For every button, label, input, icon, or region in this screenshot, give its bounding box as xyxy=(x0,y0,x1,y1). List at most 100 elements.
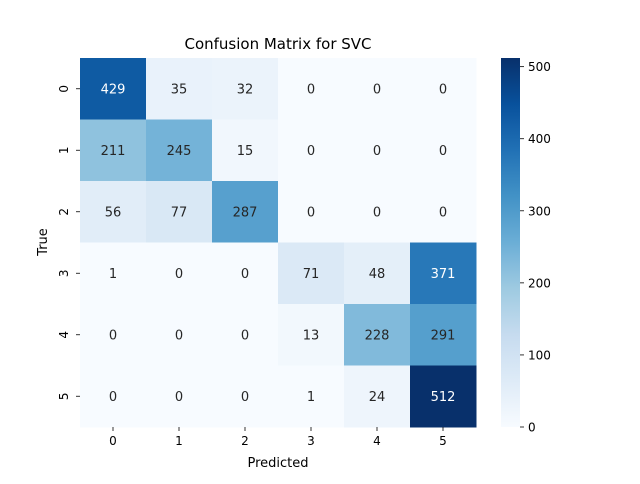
heatmap-cell xyxy=(344,304,411,366)
heatmap-cell xyxy=(146,181,213,243)
cell-value-label: 0 xyxy=(241,328,249,343)
heatmap-cell xyxy=(212,119,279,182)
heatmap-cell xyxy=(278,304,345,366)
cell-value-label: 13 xyxy=(303,328,320,343)
cell-value-label: 0 xyxy=(439,144,447,159)
heatmap-cell xyxy=(278,119,345,182)
heatmap-cell xyxy=(212,181,279,243)
y-tick-label: 1 xyxy=(57,146,71,154)
cell-value-label: 0 xyxy=(307,82,315,97)
y-tick-label: 2 xyxy=(57,208,71,216)
cell-value-label: 245 xyxy=(167,144,192,159)
cell-value-label: 228 xyxy=(365,328,390,343)
y-tick-label: 4 xyxy=(57,331,71,339)
heatmap-cell xyxy=(344,58,411,120)
cell-value-label: 512 xyxy=(431,390,456,405)
heatmap-cell xyxy=(146,304,213,366)
heatmap-cell xyxy=(146,119,213,182)
heatmap-cell xyxy=(344,242,411,305)
heatmap-cell xyxy=(80,365,147,428)
cell-value-label: 0 xyxy=(439,82,447,97)
heatmap-cell xyxy=(410,242,477,305)
cell-value-label: 0 xyxy=(109,390,117,405)
cell-value-label: 0 xyxy=(175,390,183,405)
cell-value-label: 77 xyxy=(171,205,188,220)
cell-value-label: 1 xyxy=(307,390,315,405)
heatmap-cell xyxy=(212,242,279,305)
x-tick-label: 4 xyxy=(373,434,381,448)
colorbar-tick-label: 0 xyxy=(528,421,536,435)
heatmap-cell xyxy=(80,58,147,120)
heatmap-cell xyxy=(146,58,213,120)
heatmap-cell xyxy=(80,242,147,305)
cell-value-label: 32 xyxy=(237,82,254,97)
cell-value-label: 0 xyxy=(373,205,381,220)
heatmap-cell xyxy=(80,181,147,243)
heatmap-cell xyxy=(278,58,345,120)
cell-value-label: 287 xyxy=(233,205,258,220)
y-axis-label: True xyxy=(36,228,51,257)
heatmap-cell xyxy=(410,365,477,428)
colorbar-tick-label: 300 xyxy=(528,204,551,218)
cell-value-label: 0 xyxy=(109,328,117,343)
heatmap-cell xyxy=(344,365,411,428)
heatmap-cell xyxy=(344,181,411,243)
heatmap-cell xyxy=(410,58,477,120)
chart-title: Confusion Matrix for SVC xyxy=(184,35,371,53)
cell-value-label: 0 xyxy=(307,144,315,159)
colorbar-tick-label: 100 xyxy=(528,348,551,362)
y-tick-label: 5 xyxy=(57,392,71,400)
heatmap-cell xyxy=(278,181,345,243)
colorbar-gradient xyxy=(501,58,520,427)
cell-value-label: 48 xyxy=(369,267,386,282)
heatmap-cell xyxy=(212,365,279,428)
cell-value-label: 0 xyxy=(439,205,447,220)
cell-value-label: 211 xyxy=(101,144,126,159)
cell-value-label: 15 xyxy=(237,144,254,159)
heatmap-cell xyxy=(146,365,213,428)
colorbar-tick-label: 200 xyxy=(528,276,551,290)
heatmap-cell xyxy=(278,365,345,428)
y-tick-label: 0 xyxy=(57,85,71,93)
heatmap-cell xyxy=(410,304,477,366)
cell-value-label: 24 xyxy=(369,390,386,405)
colorbar: 0 100 200 300 400 500 xyxy=(501,58,551,435)
heatmap-cell xyxy=(410,119,477,182)
cell-value-label: 0 xyxy=(307,205,315,220)
x-axis: 0 1 2 3 4 5 xyxy=(109,427,447,448)
heatmap-cell xyxy=(146,242,213,305)
cell-value-label: 71 xyxy=(303,267,320,282)
cell-value-label: 0 xyxy=(241,267,249,282)
cell-value-label: 0 xyxy=(373,144,381,159)
colorbar-tick-label: 400 xyxy=(528,132,551,146)
cell-value-label: 429 xyxy=(101,82,126,97)
cell-value-label: 0 xyxy=(175,328,183,343)
x-axis-label: Predicted xyxy=(247,456,308,471)
x-tick-label: 0 xyxy=(109,434,117,448)
cell-value-label: 0 xyxy=(373,82,381,97)
colorbar-tick-label: 500 xyxy=(528,60,551,74)
x-tick-label: 3 xyxy=(307,434,315,448)
heatmap-cell xyxy=(278,242,345,305)
cell-value-label: 35 xyxy=(171,82,188,97)
y-tick-label: 3 xyxy=(57,269,71,277)
cell-value-label: 0 xyxy=(175,267,183,282)
heatmap-cell xyxy=(344,119,411,182)
cell-value-label: 371 xyxy=(431,267,456,282)
heatmap-cell xyxy=(212,304,279,366)
heatmap-cell xyxy=(212,58,279,120)
y-axis: 0 1 2 3 4 5 xyxy=(57,85,80,400)
x-tick-label: 1 xyxy=(175,434,183,448)
heatmap-cell xyxy=(410,181,477,243)
cell-value-label: 0 xyxy=(241,390,249,405)
heatmap-cell xyxy=(80,119,147,182)
heatmap-cells xyxy=(80,58,477,428)
cell-value-label: 1 xyxy=(109,267,117,282)
x-tick-label: 5 xyxy=(439,434,447,448)
cell-value-label: 291 xyxy=(431,328,456,343)
x-tick-label: 2 xyxy=(241,434,249,448)
heatmap-cell xyxy=(80,304,147,366)
cell-value-label: 56 xyxy=(105,205,122,220)
